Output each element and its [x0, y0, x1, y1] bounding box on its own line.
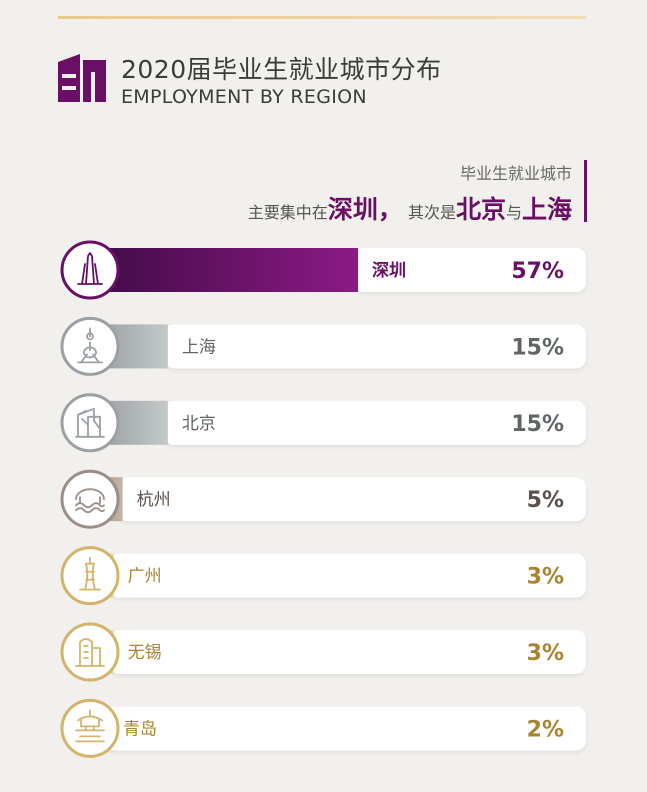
building-logo-icon: [58, 54, 106, 102]
icon-circle: [60, 240, 120, 300]
page-title: 2020届毕业生就业城市分布: [121, 55, 442, 84]
page-subtitle: EMPLOYMENT BY REGION: [121, 86, 367, 108]
icon-circle: [60, 622, 120, 682]
bar-track: [354, 248, 586, 292]
summary-accent-bar: [584, 160, 587, 222]
bar-track: [105, 706, 586, 751]
cctv-building-icon: [75, 407, 105, 438]
category-label: 广州: [128, 567, 162, 587]
value-label: 15%: [511, 335, 564, 360]
value-label: 2%: [527, 717, 564, 742]
icon-circle: [60, 546, 120, 606]
qingdao-pavilion-icon: [75, 709, 105, 743]
wuxi-building-icon: [75, 638, 105, 667]
category-label: 杭州: [137, 490, 171, 510]
category-label: 上海: [182, 337, 216, 357]
summary-conj: 与: [505, 203, 522, 222]
category-label: 深圳: [372, 260, 406, 281]
icon-circle: [60, 393, 120, 453]
summary-city2: 北京: [455, 195, 506, 224]
icon-circle: [60, 469, 120, 529]
bar-track: [118, 477, 586, 522]
canton-tower-icon: [79, 556, 101, 591]
bar-track: [163, 324, 587, 369]
oriental-pearl-tower-icon: [77, 327, 103, 364]
bar-track: [109, 553, 586, 598]
summary-city1: 深圳: [327, 195, 378, 224]
summary-mid: 其次是: [407, 203, 456, 222]
icon-circle: [60, 698, 120, 758]
bar-深圳: [80, 248, 358, 292]
value-label: 5%: [527, 488, 564, 513]
shenzhen-tower-icon: [77, 252, 103, 285]
summary-text: 毕业生就业城市 主要集中在深圳， 其次是北京与上海: [248, 160, 572, 226]
summary-line1: 毕业生就业城市: [459, 164, 572, 183]
summary-sep: ，: [377, 195, 403, 224]
summary-line2: 主要集中在深圳， 其次是北京与上海: [248, 190, 572, 226]
west-lake-bridge-icon: [75, 488, 105, 514]
value-label: 57%: [511, 259, 564, 284]
category-label: 青岛: [123, 719, 157, 739]
category-label: 北京: [182, 414, 216, 434]
value-label: 3%: [527, 565, 564, 590]
top-divider: [58, 16, 586, 19]
bar-track: [109, 630, 586, 674]
summary-city3: 上海: [521, 195, 572, 224]
bar-track: [163, 400, 587, 445]
category-label: 无锡: [128, 643, 162, 663]
value-label: 3%: [527, 641, 564, 666]
summary-prefix: 主要集中在: [247, 203, 328, 222]
value-label: 15%: [511, 412, 564, 437]
